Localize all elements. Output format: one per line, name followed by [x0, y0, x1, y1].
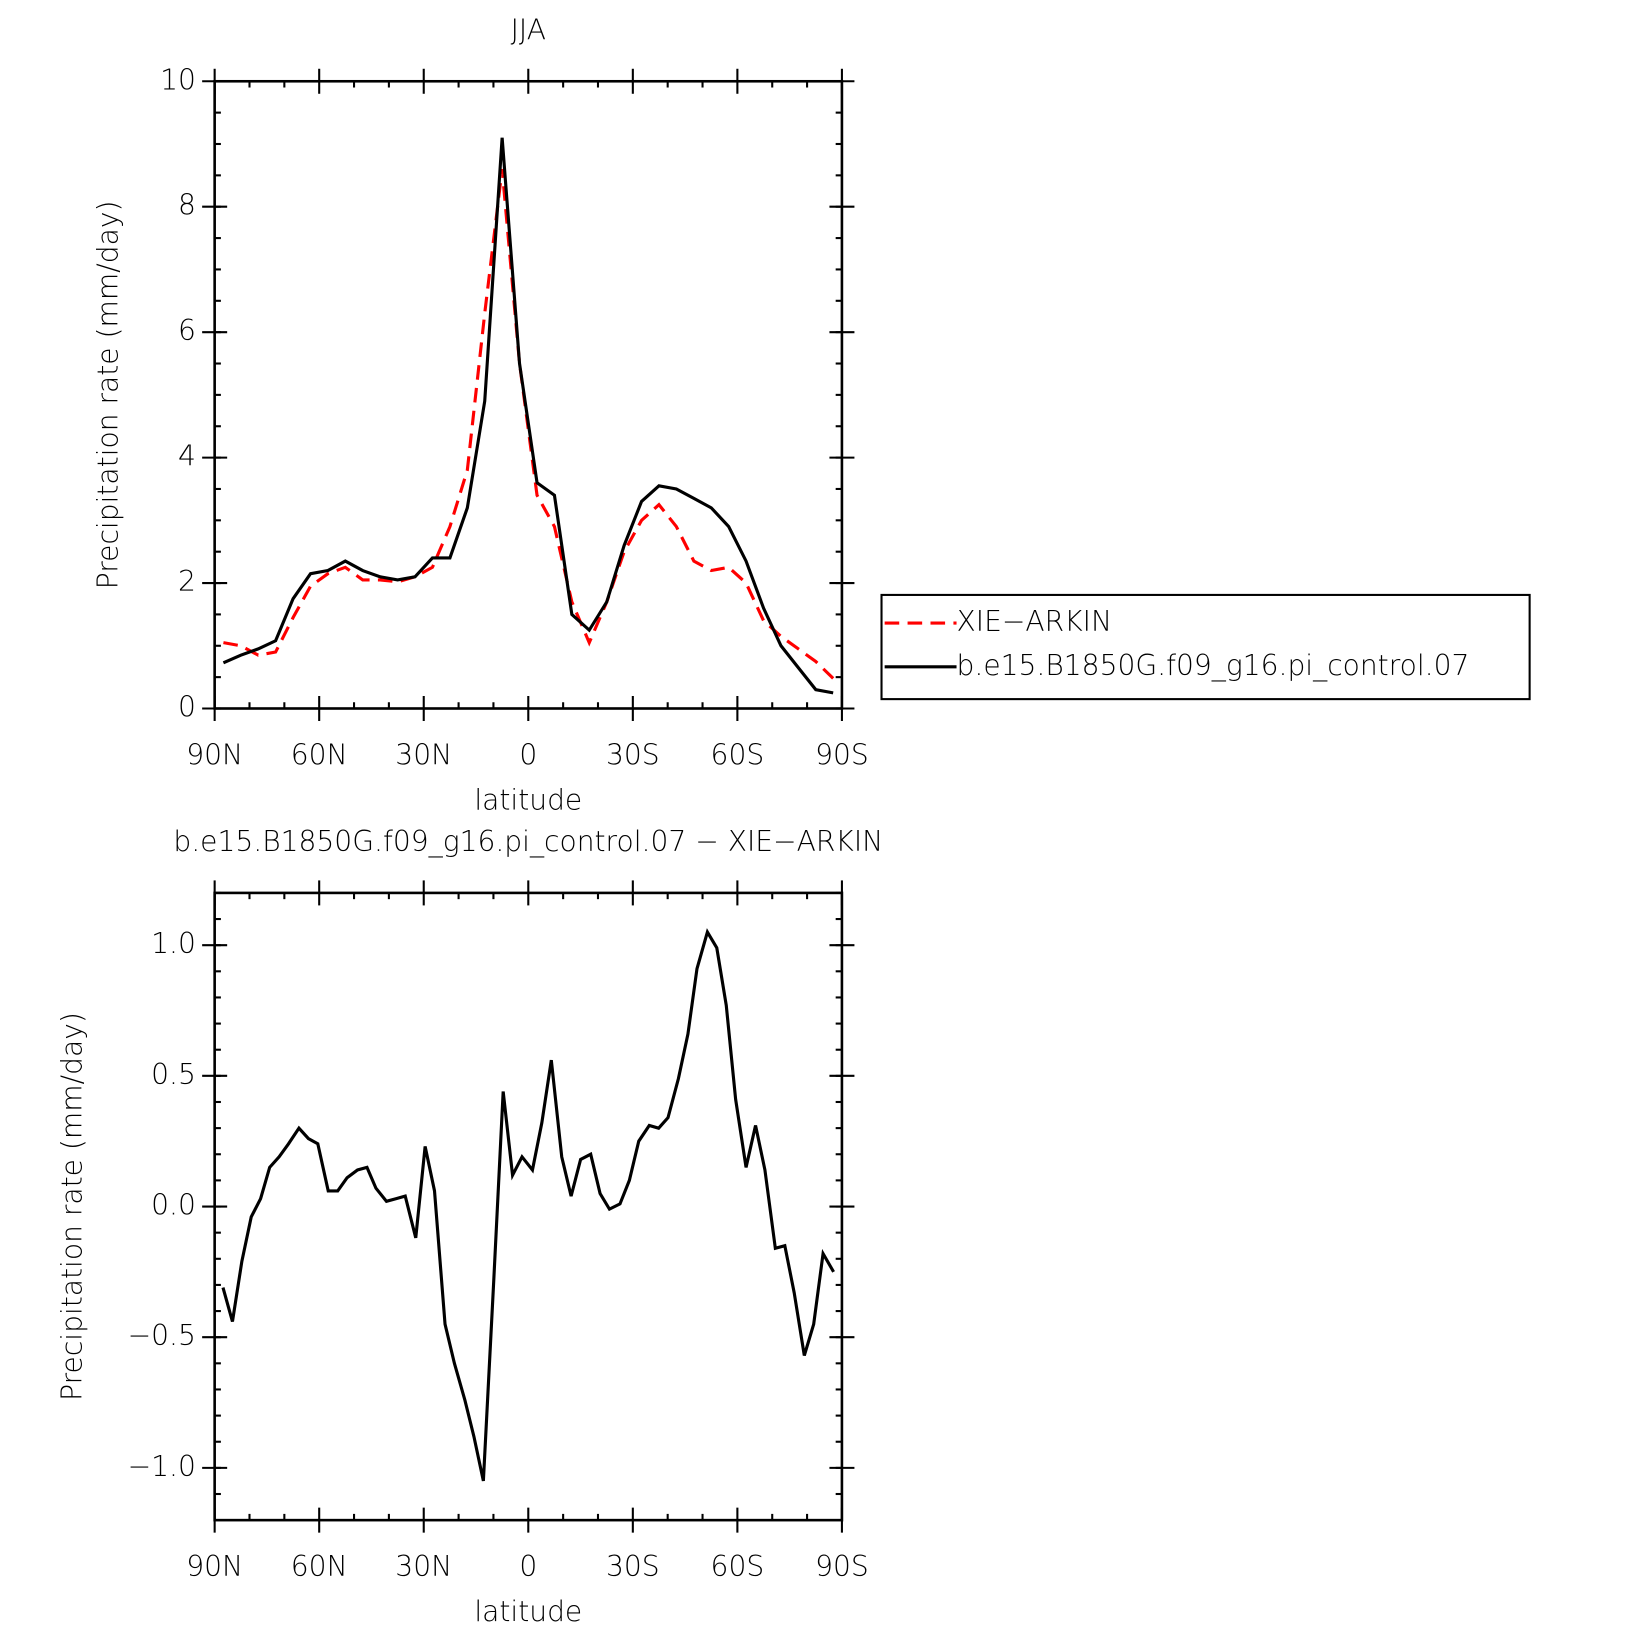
- x-axis-label: latitude: [474, 1595, 582, 1628]
- y-tick-label: −0.5: [128, 1319, 196, 1352]
- plot-frame: [213, 891, 844, 1522]
- x-tick-label: 90S: [815, 1550, 869, 1583]
- y-tick-label: −1.0: [128, 1450, 196, 1483]
- plot-frame: [213, 79, 844, 710]
- x-tick-label: 90N: [186, 1550, 243, 1583]
- y-tick-label: 1.0: [151, 927, 196, 960]
- x-tick-label: 30S: [606, 738, 660, 771]
- data-line: [222, 137, 834, 695]
- y-tick-label: 2: [178, 565, 196, 598]
- x-tick-label: 90S: [815, 738, 869, 771]
- x-tick-label: 30N: [395, 738, 452, 771]
- x-tick-label: 60S: [711, 738, 765, 771]
- x-tick-label: 90N: [186, 738, 243, 771]
- y-tick-label: 8: [178, 189, 196, 222]
- x-tick-label: 0: [519, 1550, 537, 1583]
- y-tick-label: 6: [178, 314, 196, 347]
- chart-title: b.e15.B1850G.f09_g16.pi_control.07 − XIE…: [173, 825, 883, 859]
- y-axis-label: Precipitation rate (mm/day): [55, 1012, 88, 1401]
- y-axis-label: Precipitation rate (mm/day): [92, 201, 125, 590]
- x-tick-label: 60N: [291, 738, 348, 771]
- x-axis-label: latitude: [474, 784, 582, 817]
- x-tick-label: 60S: [711, 1550, 765, 1583]
- y-tick-label: 0.5: [151, 1058, 196, 1091]
- data-line: [223, 168, 835, 680]
- legend-box: [880, 593, 1531, 701]
- y-tick-label: 0: [178, 690, 196, 723]
- x-tick-label: 30N: [395, 1550, 452, 1583]
- legend-label: XIE−ARKIN: [957, 605, 1112, 638]
- x-tick-label: 0: [519, 738, 537, 771]
- legend-label: b.e15.B1850G.f09_g16.pi_control.07: [957, 649, 1470, 683]
- data-line: [221, 928, 835, 1482]
- x-tick-label: 60N: [291, 1550, 348, 1583]
- x-tick-label: 30S: [606, 1550, 660, 1583]
- y-tick-label: 0.0: [151, 1189, 196, 1222]
- chart-title: JJA: [511, 14, 546, 47]
- y-tick-label: 10: [160, 63, 196, 96]
- y-tick-label: 4: [178, 440, 196, 473]
